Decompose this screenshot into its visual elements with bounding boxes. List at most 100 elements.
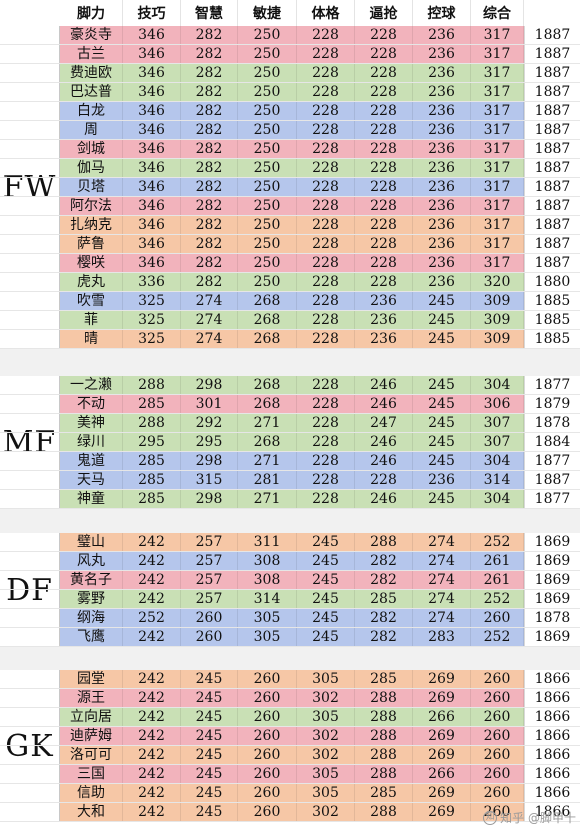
stat-cell: 346 [123,26,181,45]
stat-cell: 228 [355,178,413,197]
stat-cell: 250 [238,102,297,121]
stat-cell: 228 [297,26,355,45]
stat-cell: 228 [297,395,355,414]
total-cell: 1885 [524,311,580,330]
row-gridline [0,646,580,647]
total-cell: 1866 [524,803,580,822]
stat-cell: 236 [413,235,471,254]
stat-cell: 245 [413,292,471,311]
total-cell: 1866 [524,708,580,727]
stat-cell: 250 [238,121,297,140]
stat-cell: 245 [181,746,238,765]
group-separator [0,349,580,376]
player-name: 不动 [60,395,123,414]
player-name: 古兰 [60,45,123,64]
position-label: GK [0,670,60,822]
row-gridline [0,783,580,784]
stat-cell: 309 [471,330,524,349]
total-cell: 1887 [524,235,580,254]
player-name: 雾野 [60,590,123,609]
row-gridline [0,821,580,822]
player-name: 周 [60,121,123,140]
stat-cell: 236 [413,273,471,292]
stat-cell: 305 [297,765,355,784]
stat-cell: 298 [181,490,238,509]
stat-cell: 288 [355,746,413,765]
stat-cell: 325 [123,311,181,330]
stat-cell: 282 [355,552,413,571]
stat-cell: 245 [181,765,238,784]
stat-cell: 242 [123,746,181,765]
stat-cell: 269 [413,727,471,746]
stat-cell: 305 [238,628,297,647]
player-name: 三国 [60,765,123,784]
stat-cell: 295 [181,433,238,452]
stat-cell: 245 [413,452,471,471]
table-row: 大和 242 245 260 302 288 269 260 [60,803,524,822]
row-gridline [0,570,580,571]
row-gridline [0,508,580,509]
player-name: 立向居 [60,708,123,727]
stat-cell: 317 [471,178,524,197]
table-row: 不动 285 301 268 228 246 245 306 [60,395,524,414]
stat-cell: 268 [238,433,297,452]
row-gridline [0,329,580,330]
stat-cell: 268 [238,376,297,395]
stat-cell: 228 [297,178,355,197]
player-name: 晴 [60,330,123,349]
row-gridline [0,589,580,590]
stat-cell: 317 [471,121,524,140]
stat-cell: 250 [238,64,297,83]
stat-cell: 304 [471,452,524,471]
stat-cell: 281 [238,471,297,490]
stat-cell: 269 [413,689,471,708]
stat-cell: 252 [471,628,524,647]
total-cell: 1878 [524,609,580,628]
table-row: 樱咲 346 282 250 228 228 236 317 [60,254,524,273]
table-row: 白龙 346 282 250 228 228 236 317 [60,102,524,121]
total-cell: 1885 [524,330,580,349]
stat-cell: 261 [471,552,524,571]
stat-cell: 274 [413,552,471,571]
stat-cell: 245 [181,708,238,727]
stat-cell: 252 [123,609,181,628]
stat-cell: 271 [238,452,297,471]
stat-cell: 260 [471,765,524,784]
stat-cell: 314 [238,590,297,609]
stat-cell: 242 [123,708,181,727]
stat-cell: 236 [413,45,471,64]
watermark: 知 知乎 @脚甲十 [483,809,576,826]
stat-cell: 315 [181,471,238,490]
stat-cell: 236 [413,140,471,159]
stat-cell: 346 [123,235,181,254]
stat-cell: 282 [181,102,238,121]
row-gridline [0,608,580,609]
player-name: 大和 [60,803,123,822]
stat-cell: 242 [123,689,181,708]
stat-cell: 245 [297,628,355,647]
stat-cell: 317 [471,197,524,216]
stat-cell: 242 [123,765,181,784]
stat-cell: 317 [471,102,524,121]
group-mf: MF 一之濑 288 298 268 228 246 245 304 1877 不动 285 301 26… [0,376,580,509]
table-row: 吹雪 325 274 268 228 236 245 309 [60,292,524,311]
stat-cell: 302 [297,727,355,746]
stat-cell: 246 [355,433,413,452]
total-cell: 1884 [524,433,580,452]
header-row: 脚力 技巧 智慧 敏捷 体格 逼抢 控球 综合 [60,0,580,26]
stat-cell: 311 [238,533,297,552]
table-row: 扎纳克 346 282 250 228 228 236 317 [60,216,524,235]
header-column: 体格 [297,0,355,26]
total-cell: 1879 [524,395,580,414]
group-gk: GK 园堂 242 245 260 305 285 269 260 1866 源王 242 245 260… [0,670,580,822]
stat-cell: 317 [471,83,524,102]
stat-cell: 245 [413,330,471,349]
stat-cell: 309 [471,311,524,330]
stat-cell: 317 [471,140,524,159]
stat-cell: 266 [413,765,471,784]
stat-cell: 228 [355,159,413,178]
stat-cell: 282 [181,140,238,159]
stat-cell: 317 [471,64,524,83]
group-fw: FW 豪炎寺 346 282 250 228 228 236 317 1887 古兰 346 282 25… [0,26,580,349]
stat-cell: 305 [297,784,355,803]
